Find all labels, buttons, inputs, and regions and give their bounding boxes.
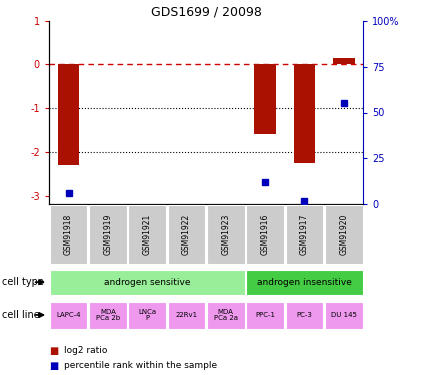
Text: log2 ratio: log2 ratio — [64, 346, 107, 355]
Bar — [50, 270, 245, 295]
Text: GSM91921: GSM91921 — [143, 214, 152, 255]
Bar — [246, 270, 363, 295]
Text: 22Rv1: 22Rv1 — [176, 312, 198, 318]
Bar — [325, 205, 363, 264]
Text: GSM91920: GSM91920 — [339, 214, 348, 255]
Bar — [294, 64, 315, 163]
Bar — [58, 64, 79, 165]
Text: androgen insensitive: androgen insensitive — [257, 278, 352, 286]
Bar — [207, 205, 245, 264]
Bar — [207, 302, 245, 328]
Bar — [89, 302, 127, 328]
Text: GSM91919: GSM91919 — [103, 214, 112, 255]
Bar — [167, 205, 205, 264]
Bar — [254, 64, 276, 134]
Text: GSM91922: GSM91922 — [182, 214, 191, 255]
Text: DU 145: DU 145 — [331, 312, 357, 318]
Text: cell line: cell line — [2, 310, 40, 320]
Bar — [325, 302, 363, 328]
Text: MDA
PCa 2a: MDA PCa 2a — [214, 309, 238, 321]
Text: LAPC-4: LAPC-4 — [56, 312, 81, 318]
Text: MDA
PCa 2b: MDA PCa 2b — [96, 309, 120, 321]
Text: ■: ■ — [49, 361, 58, 370]
Text: percentile rank within the sample: percentile rank within the sample — [64, 361, 217, 370]
Bar — [286, 205, 323, 264]
Bar — [128, 205, 166, 264]
Bar — [89, 205, 127, 264]
Text: cell type: cell type — [2, 277, 44, 287]
Title: GDS1699 / 20098: GDS1699 / 20098 — [151, 5, 261, 18]
Text: GSM91923: GSM91923 — [221, 214, 230, 255]
Bar — [167, 302, 205, 328]
Bar — [286, 302, 323, 328]
Bar — [246, 302, 284, 328]
Text: ■: ■ — [49, 346, 58, 355]
Text: PPC-1: PPC-1 — [255, 312, 275, 318]
Bar — [128, 302, 166, 328]
Text: LNCa
P: LNCa P — [138, 309, 156, 321]
Text: GSM91917: GSM91917 — [300, 214, 309, 255]
Bar — [246, 205, 284, 264]
Text: GSM91918: GSM91918 — [64, 214, 73, 255]
Text: GSM91916: GSM91916 — [261, 214, 269, 255]
Bar — [50, 205, 88, 264]
Bar — [50, 302, 88, 328]
Text: PC-3: PC-3 — [297, 312, 312, 318]
Bar — [333, 58, 354, 64]
Text: androgen sensitive: androgen sensitive — [104, 278, 190, 286]
